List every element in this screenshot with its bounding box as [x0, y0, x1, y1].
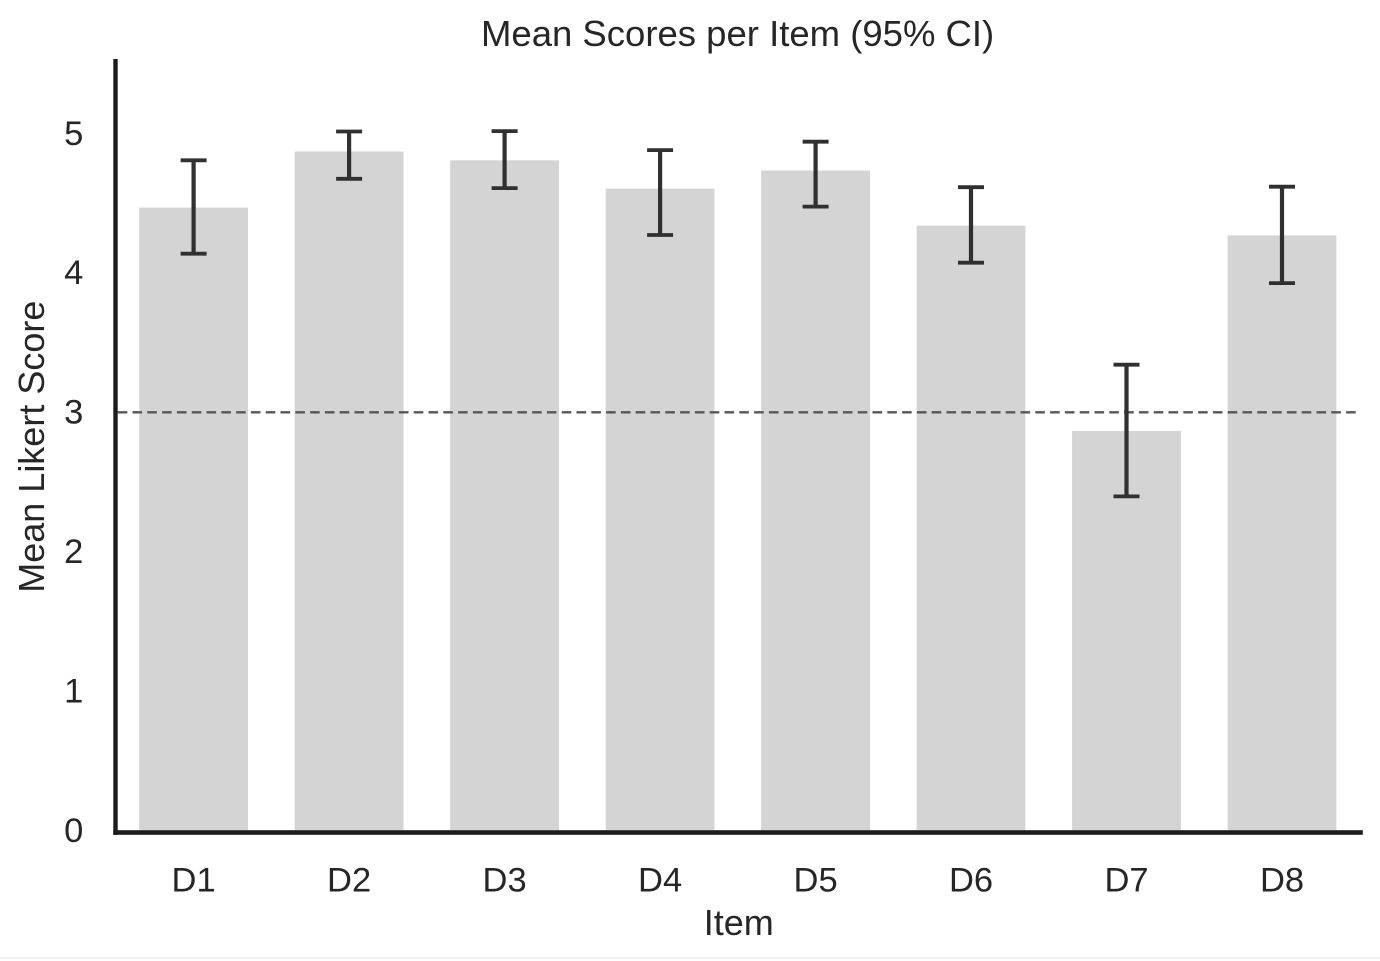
svg-text:Mean Likert Score: Mean Likert Score — [11, 301, 52, 593]
svg-text:5: 5 — [64, 115, 83, 153]
svg-text:D5: D5 — [794, 862, 838, 900]
svg-text:D4: D4 — [638, 862, 682, 900]
svg-text:D8: D8 — [1260, 862, 1304, 900]
svg-text:D3: D3 — [483, 862, 527, 900]
svg-text:Item: Item — [704, 902, 774, 943]
svg-text:D1: D1 — [172, 862, 216, 900]
svg-text:D6: D6 — [949, 862, 993, 900]
svg-text:0: 0 — [64, 812, 83, 850]
svg-text:4: 4 — [64, 254, 83, 292]
svg-text:D7: D7 — [1104, 862, 1148, 900]
svg-text:3: 3 — [64, 394, 83, 432]
svg-text:Mean Scores per Item (95% CI): Mean Scores per Item (95% CI) — [481, 13, 994, 54]
svg-text:D2: D2 — [327, 862, 371, 900]
svg-text:1: 1 — [64, 673, 83, 711]
svg-text:2: 2 — [64, 533, 83, 571]
